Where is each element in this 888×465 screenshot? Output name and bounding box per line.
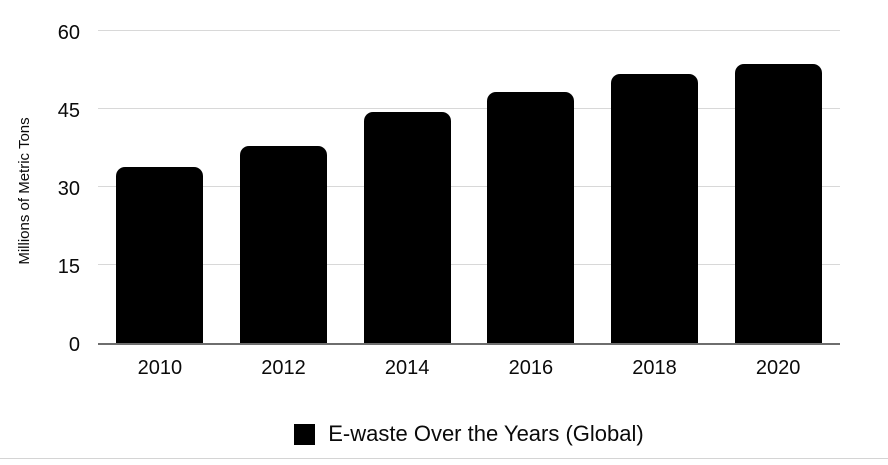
y-tick-label-30: 30 [57, 178, 80, 200]
y-axis-tick-labels: 0 15 30 45 60 [0, 22, 80, 356]
x-tick-label-2014: 2014 [384, 357, 430, 379]
bottom-divider [0, 458, 888, 459]
bar-2012 [240, 146, 327, 343]
bar-2010 [116, 167, 204, 343]
gridline-30 [98, 186, 840, 187]
bar-2020 [734, 64, 822, 343]
x-tick-label-2016: 2016 [508, 357, 554, 379]
legend-label: E-waste Over the Years (Global) [328, 421, 644, 446]
y-tick-label-45: 45 [57, 100, 80, 122]
x-tick-label-2012: 2012 [261, 357, 306, 379]
y-tick-label-60: 60 [57, 22, 80, 44]
x-axis-labels: 2010 2012 2014 2016 2018 2020 [98, 356, 840, 380]
gridline-45 [98, 108, 840, 109]
legend: E-waste Over the Years (Global) [98, 420, 840, 448]
legend-swatch-icon [294, 423, 316, 445]
bar-2014 [363, 112, 451, 343]
x-tick-label-2018: 2018 [632, 357, 677, 379]
y-tick-label-0: 0 [68, 334, 80, 356]
bar-2016 [487, 92, 575, 343]
x-tick-label-2010: 2010 [137, 357, 183, 379]
x-tick-label-2020: 2020 [755, 357, 801, 379]
gridline-15 [98, 264, 840, 265]
bar-2018 [611, 73, 698, 343]
gridline-60 [98, 30, 840, 31]
y-tick-label-15: 15 [57, 256, 80, 278]
plot-area [98, 30, 840, 345]
